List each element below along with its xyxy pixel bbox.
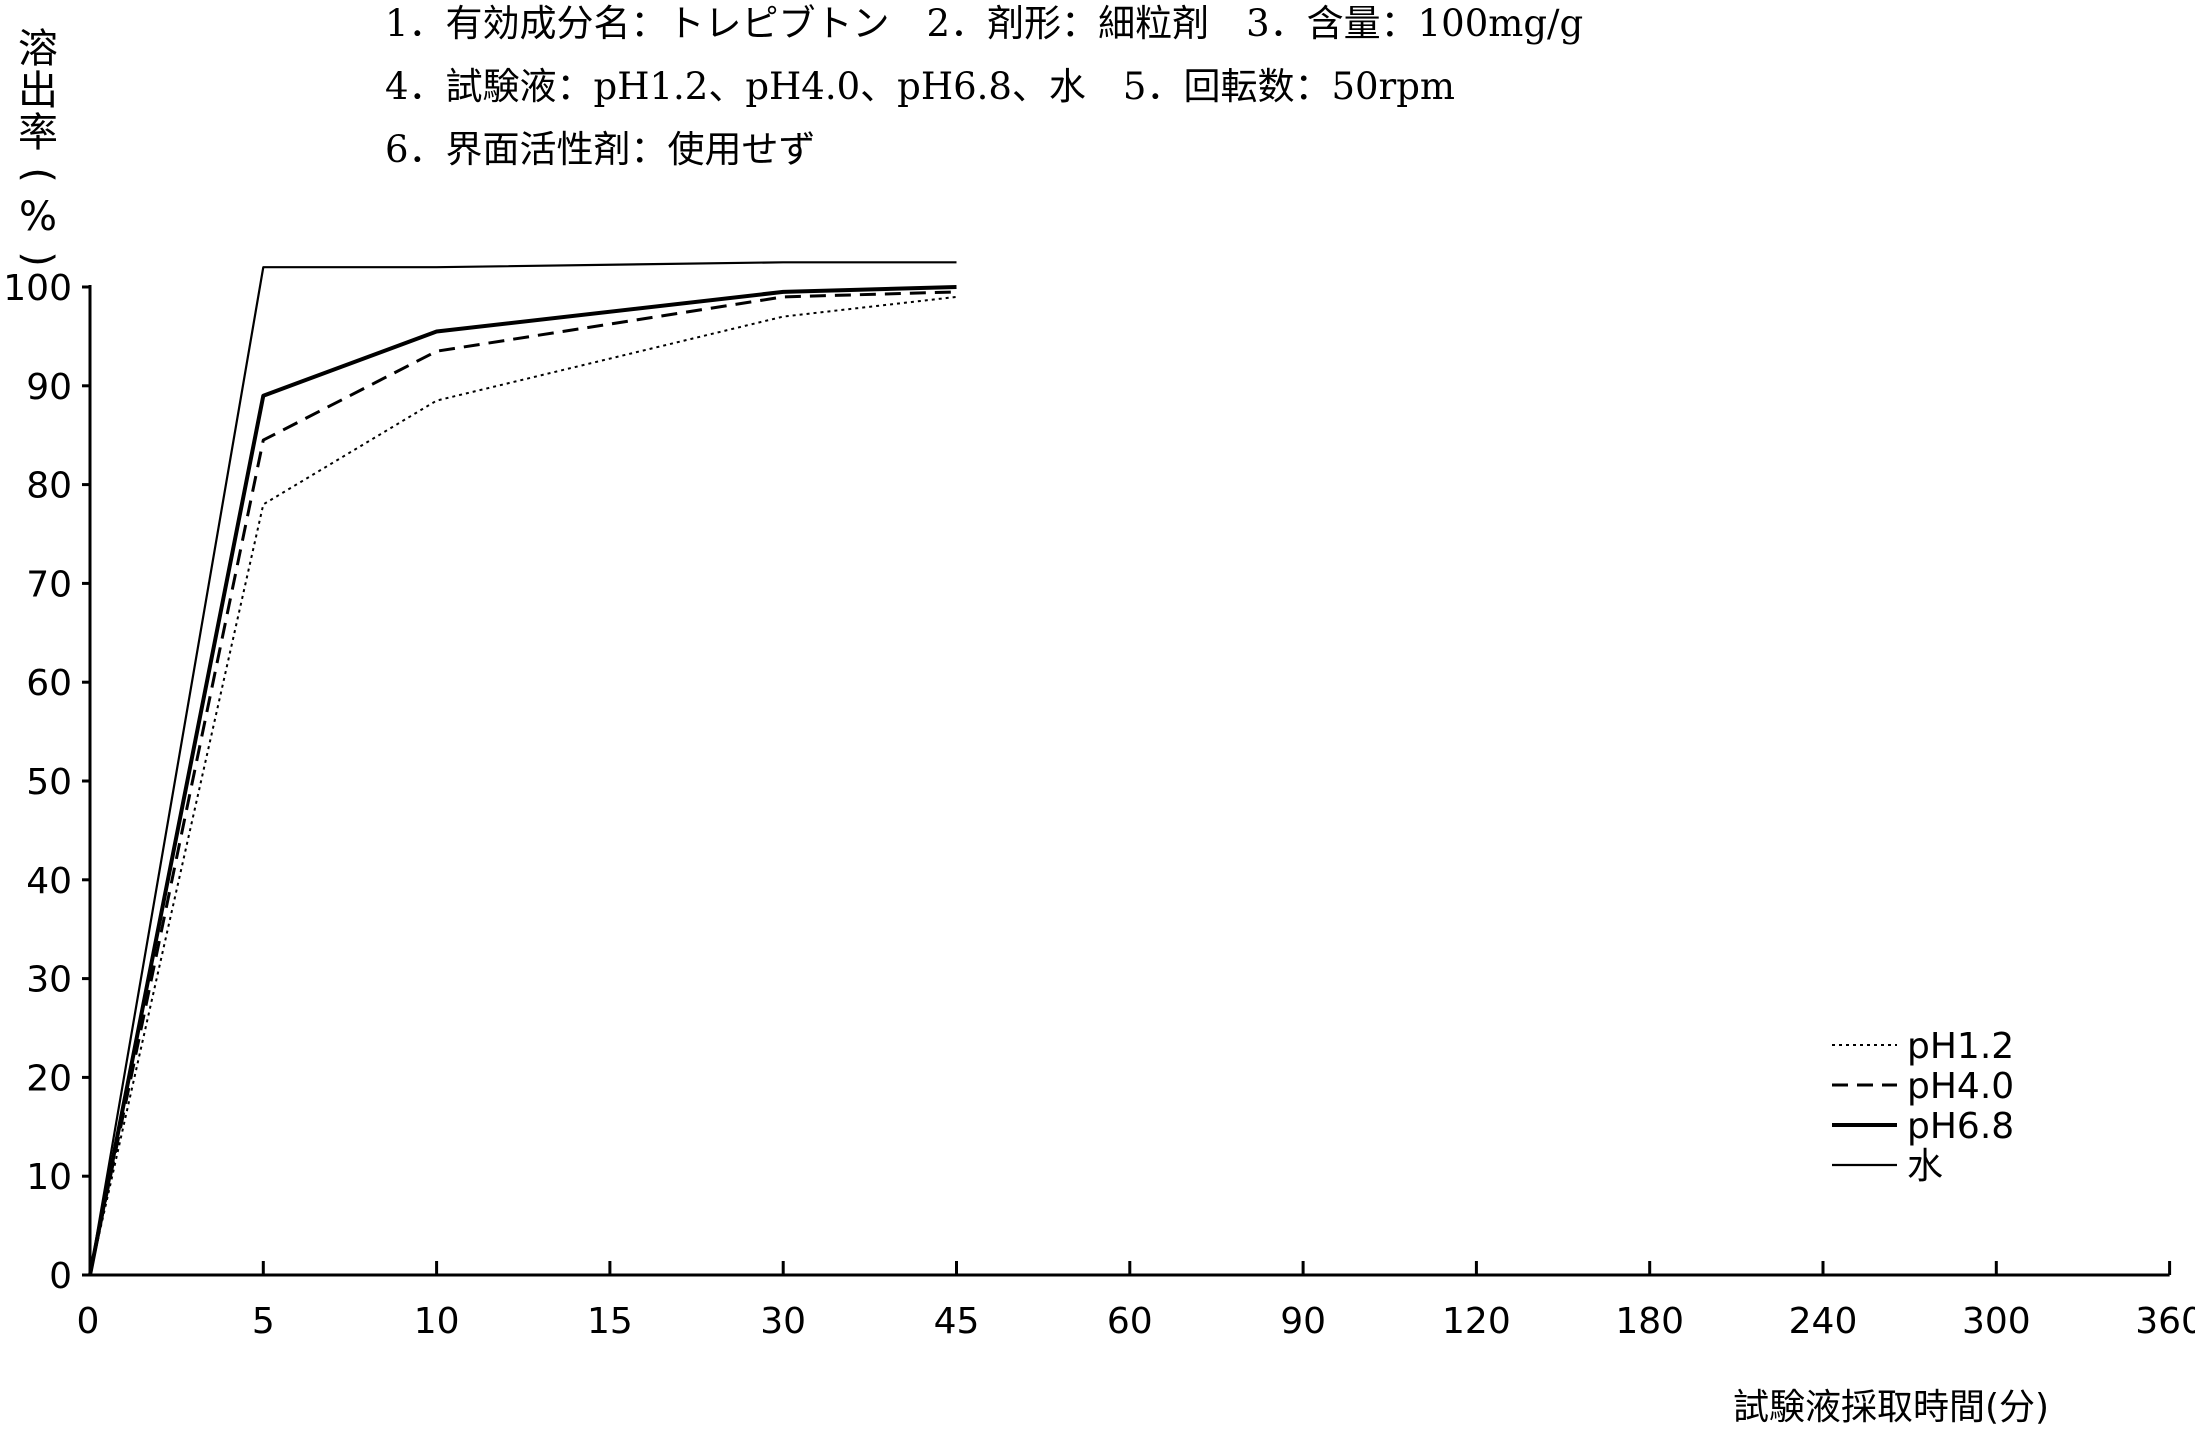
chart-title-line-1: 1．有効成分名：トレピブトン 2．剤形：細粒剤 3．含量：100mg/g bbox=[385, 2, 1584, 45]
y-axis-label-char: % bbox=[18, 194, 57, 240]
y-tick-label: 40 bbox=[26, 861, 72, 902]
x-tick-label: 45 bbox=[934, 1301, 980, 1342]
legend-label: pH4.0 bbox=[1907, 1066, 2014, 1107]
y-tick-label: 70 bbox=[26, 564, 72, 605]
y-tick-label: 20 bbox=[26, 1058, 72, 1099]
chart-title-line-3: 6．界面活性剤：使用せず bbox=[385, 128, 816, 171]
legend-label: pH1.2 bbox=[1907, 1026, 2014, 1067]
y-axis-label-char: 出 bbox=[18, 68, 58, 114]
x-tick-label: 120 bbox=[1442, 1301, 1511, 1342]
series-line-pH1.2 bbox=[89, 295, 957, 1276]
x-tick-label: 60 bbox=[1107, 1301, 1153, 1342]
y-tick-label: 50 bbox=[26, 762, 72, 803]
x-tick-label: 10 bbox=[414, 1301, 460, 1342]
x-tick-label: 15 bbox=[587, 1301, 633, 1342]
x-tick-label: 240 bbox=[1789, 1301, 1858, 1342]
x-tick-label: 30 bbox=[760, 1301, 806, 1342]
legend-label: pH6.8 bbox=[1907, 1106, 2014, 1147]
y-axis-label-char: 率 bbox=[18, 110, 58, 156]
x-tick-label: 300 bbox=[1962, 1301, 2031, 1342]
series-line-pH4.0 bbox=[88, 290, 957, 1276]
series-line-pH6.8 bbox=[88, 285, 957, 1276]
y-tick-label: 0 bbox=[49, 1256, 72, 1297]
x-tick-label: 5 bbox=[252, 1301, 275, 1342]
y-tick-label: 80 bbox=[26, 466, 72, 507]
x-tick-label: 0 bbox=[77, 1301, 100, 1342]
y-tick-label: 60 bbox=[26, 663, 72, 704]
y-axis-label: 溶出率(%) bbox=[12, 28, 64, 280]
series-line-水 bbox=[88, 261, 957, 1276]
y-axis-label-char: 溶 bbox=[18, 26, 58, 72]
y-tick-label: 100 bbox=[3, 268, 72, 309]
x-tick-label: 180 bbox=[1615, 1301, 1684, 1342]
chart-title-line-2: 4．試験液：pH1.2、pH4.0、pH6.8、水 5．回転数：50rpm bbox=[385, 65, 1455, 108]
y-tick-label: 30 bbox=[26, 960, 72, 1001]
y-tick-label: 10 bbox=[26, 1157, 72, 1198]
legend-label: 水 bbox=[1907, 1146, 1943, 1187]
x-tick-label: 360 bbox=[2135, 1301, 2195, 1342]
y-tick-label: 90 bbox=[26, 367, 72, 408]
x-tick-label: 90 bbox=[1280, 1301, 1326, 1342]
